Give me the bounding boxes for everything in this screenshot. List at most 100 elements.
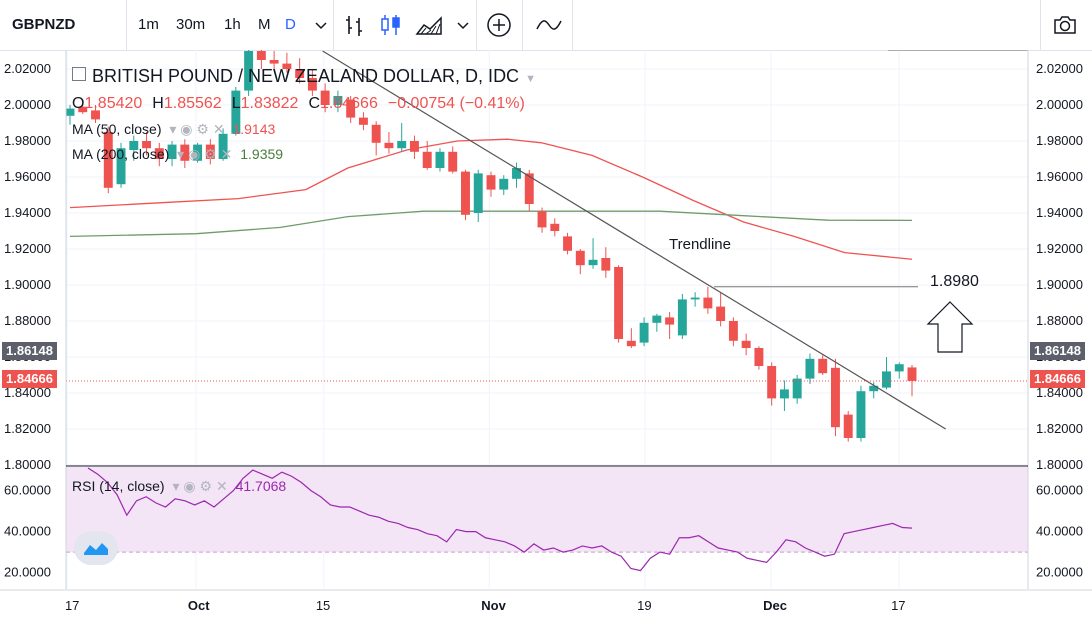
y-tick-label-right: 2.00000 <box>1036 97 1083 112</box>
candle-body <box>792 378 802 399</box>
candle-body <box>269 60 279 64</box>
candle <box>409 135 419 159</box>
candle <box>116 142 126 188</box>
bar-chart-icon[interactable] <box>340 10 370 40</box>
x-tick-label: 19 <box>637 598 651 613</box>
candle <box>448 146 458 174</box>
candle-body <box>856 391 866 438</box>
candle-body <box>295 69 305 78</box>
y-tick-label-right: 1.80000 <box>1036 457 1083 472</box>
candle-body <box>65 108 75 116</box>
candle <box>639 317 649 347</box>
y-tick-label-left: 1.84000 <box>4 385 51 400</box>
toolbar-divider <box>572 0 573 50</box>
candle <box>129 135 139 161</box>
ma200-legend[interactable]: MA (200, close) ▾ ◉ ⚙ ✕ 1.9359 <box>72 146 283 163</box>
candle <box>741 333 751 356</box>
tradingview-logo[interactable] <box>74 531 118 565</box>
candle-body <box>575 250 585 266</box>
last-price-tag-left-gray: 1.86148 <box>2 342 57 360</box>
candle-body <box>448 151 458 172</box>
rsi-legend[interactable]: RSI (14, close) ▾ ◉ ⚙ ✕ 41.7068 <box>72 478 286 495</box>
y-tick-label-left: 1.82000 <box>4 421 51 436</box>
chevron-down-icon[interactable]: ▼ <box>525 73 536 85</box>
chevron-down-icon[interactable] <box>448 10 478 40</box>
candle-body <box>665 317 675 325</box>
candle-body <box>677 299 687 336</box>
candle-body <box>231 90 241 134</box>
candle-body <box>869 385 879 392</box>
candle-body <box>563 236 573 251</box>
candles-icon[interactable] <box>376 10 406 40</box>
ma200-value: 1.9359 <box>240 146 284 162</box>
candle-body <box>703 297 713 309</box>
chevron-down-icon[interactable] <box>306 10 336 40</box>
ohlc-values: O1.85420 H1.85562 L1.83822 C1.84666 −0.00754… <box>72 95 525 113</box>
ma200-label: MA (200, close) <box>72 146 170 162</box>
candle-body <box>180 144 190 161</box>
interval-m[interactable]: M <box>258 16 271 33</box>
candle <box>218 128 228 161</box>
y-tick-label-right: 1.84000 <box>1036 385 1083 400</box>
candle-body <box>371 124 381 143</box>
ma50-line <box>69 138 913 260</box>
candle <box>665 312 675 339</box>
open-value: 1.85420 <box>84 95 143 112</box>
interval-30m[interactable]: 30m <box>176 16 206 33</box>
candle <box>320 83 330 113</box>
candle <box>397 123 407 152</box>
candle <box>728 317 738 347</box>
candle <box>805 353 815 384</box>
candle-body <box>537 211 547 228</box>
interval-1h[interactable]: 1h <box>224 16 241 33</box>
rsi-tick-label-left: 40.0000 <box>4 524 51 539</box>
candle-body <box>461 171 470 215</box>
rsi-line-path <box>87 467 913 572</box>
camera-icon[interactable] <box>1050 10 1080 40</box>
candle <box>269 51 279 71</box>
symbol-search[interactable]: GBPNZD <box>12 16 76 33</box>
y-tick-label-right: 2.02000 <box>1036 61 1083 76</box>
candle-body <box>256 51 266 60</box>
candle-body <box>244 51 254 91</box>
candle <box>103 126 113 194</box>
rsi-tick-label-left: 60.0000 <box>4 483 51 498</box>
candle-body <box>843 414 853 438</box>
candle <box>154 142 164 167</box>
indicator-icon[interactable] <box>534 10 564 40</box>
candle <box>716 292 726 327</box>
rsi-band-fill <box>66 467 1028 553</box>
x-tick-label: 17 <box>65 598 79 613</box>
candle-body <box>524 173 534 204</box>
interval-d[interactable]: D <box>285 16 296 33</box>
level-label: 1.8980 <box>930 273 979 290</box>
x-tick-label: 17 <box>891 598 905 613</box>
candle-body <box>614 267 624 339</box>
y-tick-label-left: 1.98000 <box>4 133 51 148</box>
area-chart-icon[interactable] <box>414 10 444 40</box>
candle <box>818 355 828 375</box>
candle-body <box>307 78 317 91</box>
candle <box>537 207 547 233</box>
candle <box>244 50 254 96</box>
settings-icons[interactable]: ▾ ◉ ⚙ ✕ <box>172 478 228 494</box>
settings-icons[interactable]: ▾ ◉ ⚙ ✕ <box>169 121 225 137</box>
toolbar-divider <box>522 0 523 50</box>
y-tick-label-left: 2.00000 <box>4 97 51 112</box>
candle <box>588 238 598 269</box>
plus-circle-icon[interactable] <box>484 10 514 40</box>
candle-body <box>435 151 445 168</box>
toolbar-divider <box>333 0 334 50</box>
collapse-icon[interactable] <box>72 67 86 81</box>
interval-1m[interactable]: 1m <box>138 16 159 33</box>
chart-grid <box>66 50 1028 589</box>
ma50-legend[interactable]: MA (50, close) ▾ ◉ ⚙ ✕ 1.9143 <box>72 121 275 138</box>
candle <box>384 132 394 154</box>
candle-body <box>409 141 419 152</box>
settings-icons[interactable]: ▾ ◉ ⚙ ✕ <box>177 146 233 162</box>
y-tick-label-right: 1.96000 <box>1036 169 1083 184</box>
y-tick-label-right: 1.82000 <box>1036 421 1083 436</box>
open-label: O <box>72 95 85 112</box>
candle <box>869 382 879 399</box>
candle-body <box>716 306 726 321</box>
